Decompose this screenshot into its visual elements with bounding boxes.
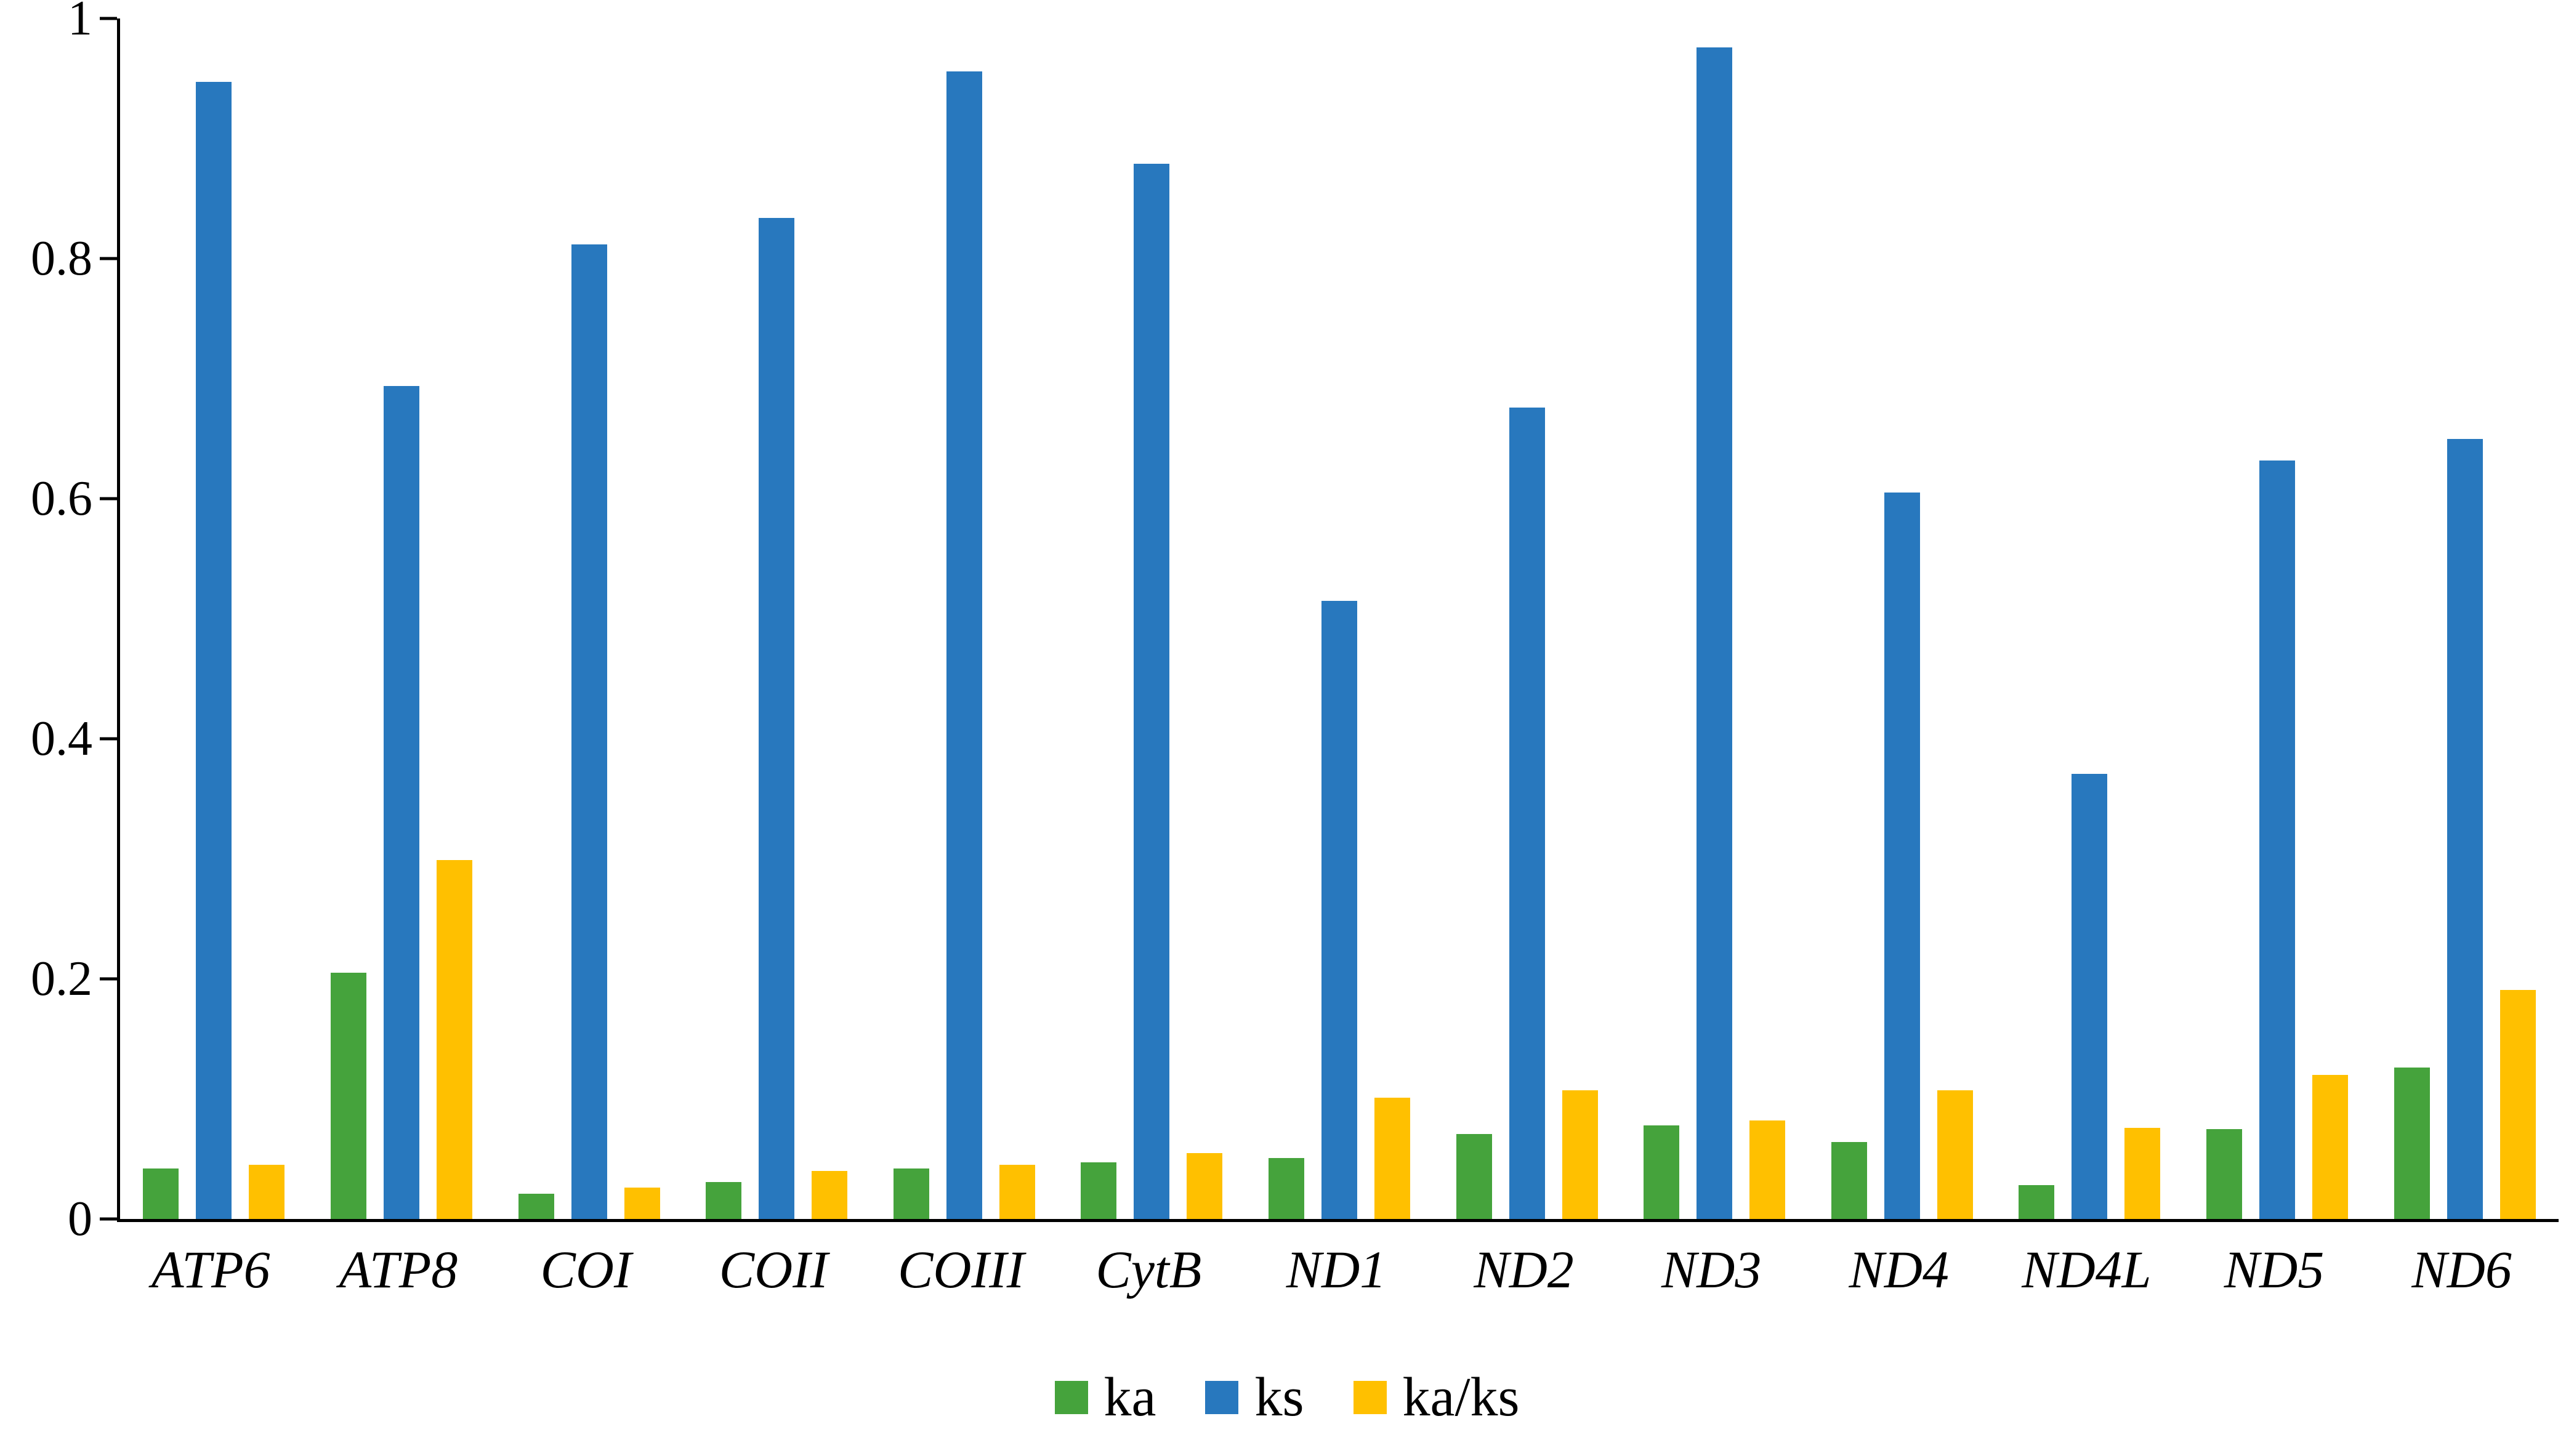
legend-swatch-ks: [1205, 1381, 1239, 1414]
bar-ks-nd2: [1509, 407, 1545, 1219]
bar-ka-ks-nd3: [1749, 1120, 1786, 1219]
legend-item-ka: ka: [1054, 1367, 1156, 1428]
bar-ka-nd5: [2206, 1128, 2242, 1219]
bar-ks-atp8: [383, 385, 419, 1219]
bar-group-nd1: [1246, 18, 1434, 1219]
y-tick-mark: [100, 1217, 117, 1221]
bar-ka-ks-nd6: [2499, 989, 2536, 1219]
y-tick-label-0-8: 0.8: [31, 231, 92, 286]
bar-group-coi: [495, 18, 683, 1219]
legend-item-ks: ks: [1205, 1370, 1304, 1425]
bar-ks-nd5: [2259, 460, 2295, 1219]
y-tick-label-1: 1: [68, 0, 92, 46]
legend-label-ka-ks: ka/ks: [1402, 1367, 1520, 1428]
bar-ka-ks-coii: [812, 1171, 848, 1219]
bar-ka-coi: [518, 1194, 554, 1219]
bar-ka-ks-nd4l: [2124, 1127, 2161, 1219]
bar-ka-atp6: [143, 1168, 179, 1219]
bar-ka-ks-nd5: [2312, 1075, 2348, 1219]
bar-ka-nd3: [1644, 1125, 1680, 1219]
legend-label-ks: ks: [1254, 1367, 1304, 1428]
legend-swatch-ka: [1054, 1381, 1088, 1414]
bar-ka-atp8: [330, 973, 366, 1219]
bar-ka-ks-nd1: [1374, 1098, 1410, 1219]
x-axis-label-nd1: ND1: [1286, 1240, 1387, 1299]
bar-group-atp8: [308, 18, 496, 1219]
y-tick-mark: [100, 497, 117, 501]
bar-group-nd6: [2371, 18, 2559, 1219]
x-axis-label-atp8: ATP8: [339, 1240, 458, 1299]
bar-ka-ks-coiii: [999, 1165, 1035, 1219]
x-axis-label-atp6: ATP6: [151, 1240, 270, 1299]
bar-ka-nd1: [1268, 1157, 1304, 1219]
x-axis-label-coi: COI: [540, 1240, 632, 1299]
y-tick-label-0-2: 0.2: [31, 952, 92, 1006]
bar-group-nd4l: [1996, 18, 2184, 1219]
bar-ka-coiii: [893, 1168, 929, 1219]
bar-ks-nd6: [2447, 438, 2483, 1219]
x-axis-label-nd3: ND3: [1661, 1240, 1762, 1299]
bar-ks-cytb: [1134, 163, 1170, 1219]
x-axis-label-coii: COII: [719, 1240, 828, 1299]
bar-ka-nd4: [1831, 1142, 1867, 1219]
bar-ks-nd1: [1321, 600, 1357, 1219]
bar-group-atp6: [120, 18, 308, 1219]
bar-ka-ks-nd4: [1937, 1090, 1973, 1219]
bar-group-cytb: [1058, 18, 1246, 1219]
y-tick-mark: [100, 257, 117, 260]
plot-area: [117, 18, 2559, 1222]
bar-group-nd5: [2184, 18, 2371, 1219]
y-axis-labels: 0 0.2 0.4 0.6 0.8 1: [0, 0, 92, 1244]
bar-ka-cytb: [1081, 1162, 1117, 1219]
y-tick-mark: [100, 977, 117, 981]
bar-ka-ks-cytb: [1187, 1152, 1223, 1219]
bar-ks-coiii: [946, 71, 982, 1219]
bar-ka-nd6: [2394, 1068, 2430, 1219]
bar-ks-atp6: [196, 82, 232, 1219]
x-axis-label-coiii: COIII: [898, 1240, 1025, 1299]
legend-label-ka: ka: [1103, 1367, 1156, 1428]
bar-ks-coi: [571, 244, 607, 1219]
bar-ks-nd4: [1884, 493, 1920, 1219]
bar-group-nd4: [1808, 18, 1996, 1219]
legend-swatch-ka-ks: [1353, 1381, 1387, 1414]
bar-ka-ks-nd2: [1562, 1090, 1598, 1219]
bar-ka-ks-atp6: [249, 1165, 285, 1219]
bar-ka-nd2: [1456, 1133, 1492, 1219]
y-tick-label-0: 0: [68, 1192, 92, 1246]
bar-group-coiii: [870, 18, 1058, 1219]
bar-ka-ks-atp8: [436, 859, 472, 1219]
y-axis-tick-marks: [0, 17, 117, 1221]
x-axis-label-cytb: CytB: [1095, 1240, 1202, 1299]
bar-ka-ks-coi: [624, 1188, 660, 1219]
x-axis-label-nd4l: ND4L: [2022, 1240, 2152, 1299]
x-axis-label-nd6: ND6: [2411, 1240, 2512, 1299]
y-tick-mark: [100, 17, 117, 20]
bar-ka-nd4l: [2019, 1185, 2055, 1219]
x-axis-label-nd5: ND5: [2224, 1240, 2325, 1299]
x-axis-label-nd4: ND4: [1849, 1240, 1950, 1299]
bar-ks-nd4l: [2072, 773, 2108, 1219]
y-tick-label-0-4: 0.4: [31, 712, 92, 766]
bar-group-nd2: [1433, 18, 1621, 1219]
bar-group-coii: [683, 18, 871, 1219]
bar-ks-coii: [759, 217, 795, 1219]
bar-group-nd3: [1621, 18, 1809, 1219]
legend-item-ka-ks: ka/ks: [1353, 1367, 1520, 1428]
bar-ka-coii: [706, 1181, 742, 1219]
y-tick-label-0-6: 0.6: [31, 472, 92, 526]
x-axis-label-nd2: ND2: [1474, 1240, 1574, 1299]
x-axis-labels: ATP6 ATP8 COI COII COIII CytB ND1 ND2 ND3 ND4 ND4L…: [117, 1241, 2556, 1299]
chart-legend: ka ks ka/ks: [0, 1370, 2574, 1425]
bar-ks-nd3: [1696, 47, 1733, 1219]
y-tick-mark: [100, 737, 117, 741]
